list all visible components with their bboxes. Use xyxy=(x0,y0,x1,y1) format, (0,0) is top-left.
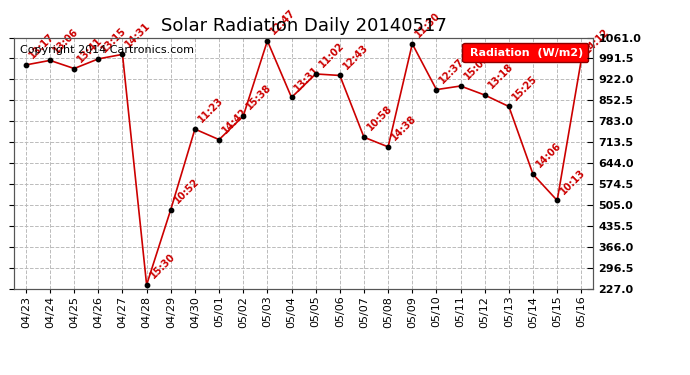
Point xyxy=(359,134,370,140)
Text: 13:17: 13:17 xyxy=(27,32,56,60)
Text: 14:12: 14:12 xyxy=(582,26,611,55)
Point xyxy=(165,207,176,213)
Text: 13:31: 13:31 xyxy=(293,64,322,93)
Text: 10:58: 10:58 xyxy=(365,104,394,133)
Text: 12:43: 12:43 xyxy=(341,42,370,71)
Text: 11:30: 11:30 xyxy=(413,10,442,39)
Point xyxy=(504,104,515,110)
Text: 14:38: 14:38 xyxy=(389,113,418,142)
Text: 11:02: 11:02 xyxy=(317,40,346,69)
Point xyxy=(92,56,104,62)
Text: 14:06: 14:06 xyxy=(534,141,563,170)
Text: 13:18: 13:18 xyxy=(486,62,515,90)
Text: 10:52: 10:52 xyxy=(172,176,201,205)
Legend: Radiation  (W/m2): Radiation (W/m2) xyxy=(462,43,588,62)
Text: 10:13: 10:13 xyxy=(558,167,587,196)
Text: 11:23: 11:23 xyxy=(196,96,225,124)
Point xyxy=(552,198,563,204)
Text: Copyright 2014 Cartronics.com: Copyright 2014 Cartronics.com xyxy=(19,45,194,55)
Point xyxy=(69,66,79,72)
Point xyxy=(262,38,273,44)
Text: 14:42: 14:42 xyxy=(220,106,249,135)
Point xyxy=(431,87,442,93)
Point xyxy=(527,171,538,177)
Text: 13:15: 13:15 xyxy=(99,26,128,54)
Text: 12:37: 12:37 xyxy=(437,56,466,85)
Point xyxy=(141,282,152,288)
Point xyxy=(382,144,393,150)
Text: 15:25: 15:25 xyxy=(510,73,539,102)
Point xyxy=(455,83,466,89)
Point xyxy=(575,57,586,63)
Point xyxy=(189,126,200,132)
Point xyxy=(334,72,345,78)
Text: 12:47: 12:47 xyxy=(268,7,297,36)
Point xyxy=(237,113,248,119)
Point xyxy=(286,94,297,100)
Text: 13:41: 13:41 xyxy=(75,35,104,64)
Point xyxy=(21,62,32,68)
Point xyxy=(479,92,490,98)
Text: 13:06: 13:06 xyxy=(51,27,80,56)
Text: 15:38: 15:38 xyxy=(244,82,273,112)
Point xyxy=(214,136,225,142)
Point xyxy=(310,71,321,77)
Text: 15:01: 15:01 xyxy=(462,53,491,81)
Point xyxy=(44,57,55,63)
Point xyxy=(406,41,417,47)
Text: 15:30: 15:30 xyxy=(148,251,177,280)
Point xyxy=(117,51,128,57)
Title: Solar Radiation Daily 20140517: Solar Radiation Daily 20140517 xyxy=(161,16,446,34)
Text: 14:31: 14:31 xyxy=(124,21,152,50)
